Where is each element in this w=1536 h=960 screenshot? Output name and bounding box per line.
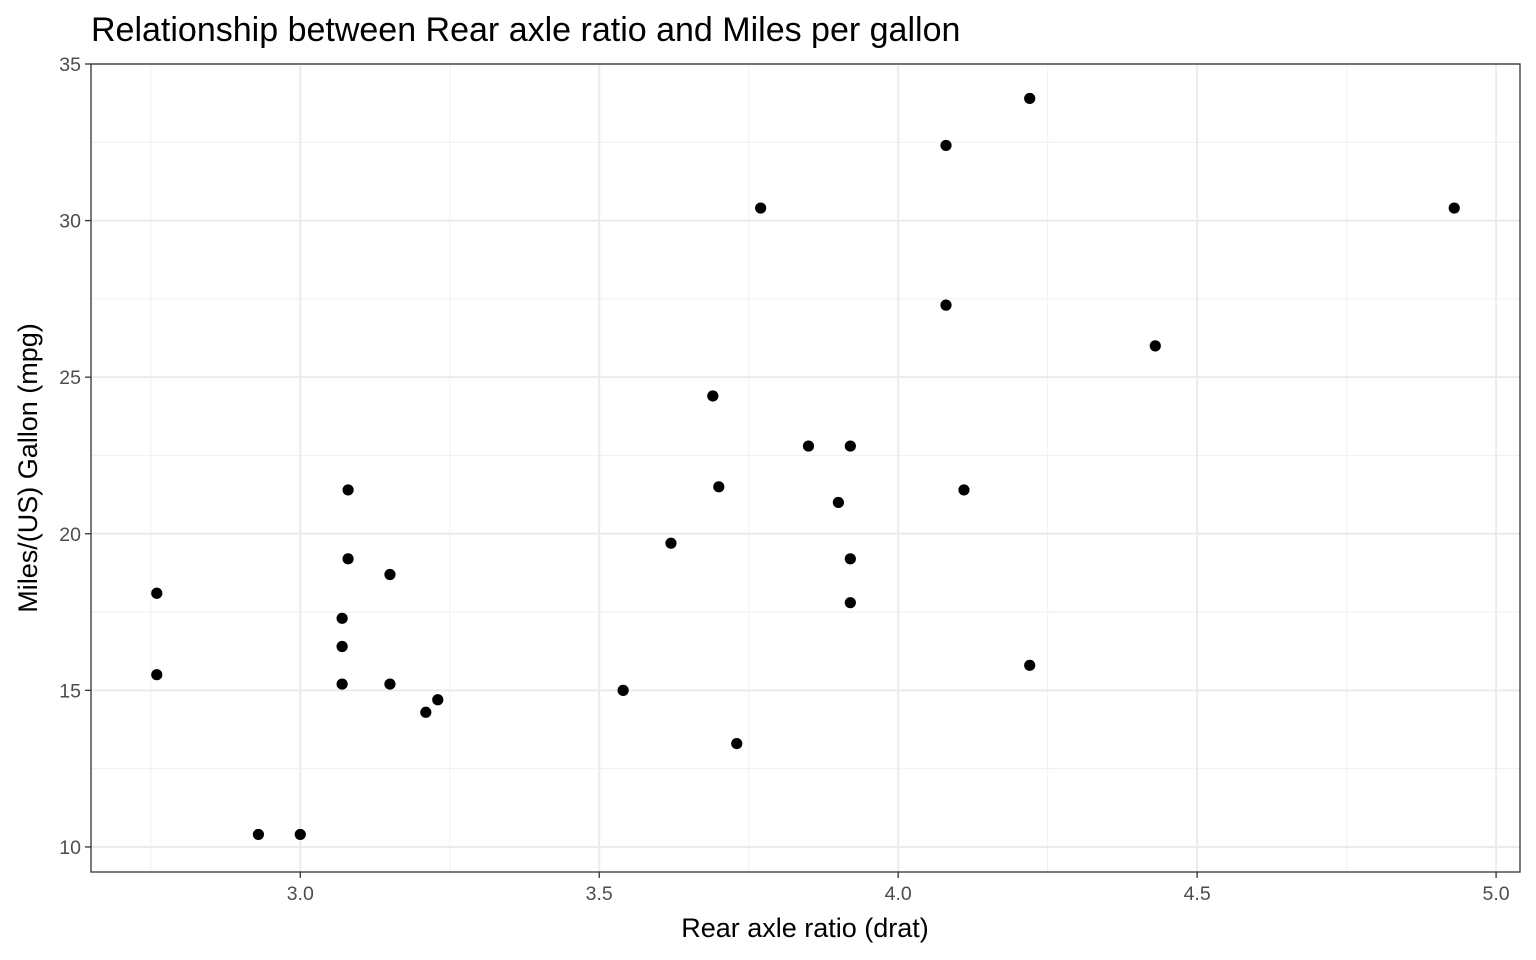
data-point <box>294 828 306 841</box>
y-tick-label: 15 <box>59 680 81 702</box>
data-point <box>384 678 396 690</box>
data-point <box>832 496 844 509</box>
grid-minor-lines <box>91 64 1520 872</box>
data-point <box>151 669 163 681</box>
data-point <box>336 612 348 624</box>
data-point <box>336 640 348 653</box>
data-point <box>731 737 743 750</box>
data-point <box>755 202 767 214</box>
data-point <box>151 587 163 599</box>
y-tick-label: 10 <box>59 837 81 859</box>
data-point <box>252 828 265 841</box>
data-point <box>384 568 396 581</box>
data-point <box>342 553 354 565</box>
data-point <box>342 484 354 496</box>
data-point <box>1024 659 1036 671</box>
data-point <box>617 684 629 696</box>
y-tick-label: 35 <box>59 54 81 76</box>
data-point <box>844 440 856 452</box>
grid-major-lines <box>91 63 1520 872</box>
data-point <box>844 597 856 609</box>
data-point <box>802 440 815 452</box>
data-point <box>958 484 970 496</box>
plot-panel-border <box>90 63 1521 873</box>
y-axis-title: Miles/(US) Gallon (mpg) <box>13 323 43 613</box>
data-point <box>707 390 719 402</box>
x-tick-label: 4.5 <box>1184 883 1211 905</box>
data-point <box>1024 92 1036 105</box>
data-point <box>940 299 952 311</box>
data-point <box>940 139 952 152</box>
y-axis-ticks: 10 15 20 25 30 35 <box>59 54 91 859</box>
data-point <box>665 537 677 549</box>
data-point <box>1149 340 1161 352</box>
x-tick-label: 3.0 <box>287 883 314 905</box>
x-tick-label: 5.0 <box>1483 883 1510 905</box>
data-points <box>151 92 1460 841</box>
data-point <box>420 706 432 718</box>
x-tick-label: 4.0 <box>885 883 912 905</box>
chart-title: Relationship between Rear axle ratio and… <box>91 11 960 49</box>
data-point <box>432 694 444 706</box>
x-axis-title: Rear axle ratio (drat) <box>681 913 929 943</box>
data-point <box>713 481 725 493</box>
y-tick-label: 20 <box>59 524 81 546</box>
y-tick-label: 30 <box>59 211 81 233</box>
x-tick-label: 3.5 <box>586 883 613 905</box>
y-tick-label: 25 <box>59 367 81 389</box>
x-axis-ticks: 3.0 3.5 4.0 4.5 5.0 <box>287 872 1510 905</box>
data-point <box>336 678 348 690</box>
data-point <box>844 553 856 565</box>
data-point <box>1448 202 1460 214</box>
